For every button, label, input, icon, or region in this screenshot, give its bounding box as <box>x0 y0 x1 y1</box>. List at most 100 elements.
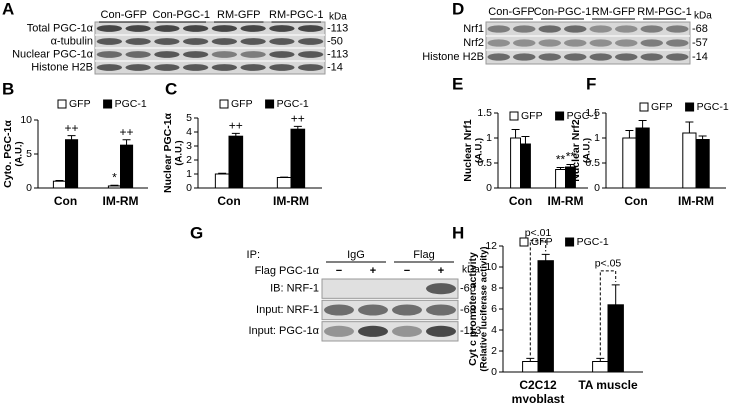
y-axis-label: Nuclear PGC-1α <box>162 112 174 193</box>
legend-label: GFP <box>69 98 91 110</box>
y-tick-label: 1 <box>486 132 492 144</box>
bar <box>682 132 697 189</box>
band <box>513 25 536 33</box>
band <box>182 51 209 58</box>
band <box>640 25 663 33</box>
band <box>589 53 612 61</box>
band <box>182 25 209 32</box>
panel-letter: A <box>2 0 14 18</box>
error-bar <box>566 164 575 167</box>
lane-group-label: RM-PGC-1 <box>269 9 323 21</box>
y-tick-label: 0.5 <box>585 157 600 169</box>
legend-label: GFP <box>531 236 553 248</box>
y-axis-label-sub: (A.U.) <box>582 138 593 163</box>
comparison-label: p<.05 <box>595 258 622 270</box>
blot-row-label: IB: NRF-1 <box>270 283 319 295</box>
x-tick-label-box: C2C12 myoblast <box>512 378 565 403</box>
band <box>426 304 456 316</box>
band <box>154 38 180 45</box>
lane-group-label: Con-PGC-1 <box>153 9 210 21</box>
band <box>487 25 510 33</box>
significance: ++ <box>65 121 79 135</box>
treatment-sign: − <box>404 265 410 277</box>
x-tick-label: IM-RM <box>678 194 714 208</box>
band <box>487 53 510 61</box>
bar <box>228 135 244 189</box>
error-bar <box>556 167 565 170</box>
size-marker: -113 <box>327 48 348 60</box>
lane-group-label: IgG <box>347 249 365 261</box>
y-axis-label-sub: (A.U.) <box>174 140 185 165</box>
bar <box>65 139 79 189</box>
y-tick-label: 0 <box>594 182 600 194</box>
error-bar <box>218 172 227 174</box>
panel-letter: F <box>586 74 596 93</box>
comparison-bracket <box>529 239 547 356</box>
y-tick-label: 0 <box>26 182 32 194</box>
band <box>125 25 151 32</box>
lane-group-label: Con-GFP <box>488 6 534 18</box>
error-bar <box>596 357 605 362</box>
size-marker: -68 <box>692 23 708 35</box>
lane-group-label: RM-GFP <box>592 6 635 18</box>
band <box>240 38 266 45</box>
band <box>211 25 238 32</box>
band <box>125 38 151 45</box>
bar <box>107 185 122 189</box>
significance: ** <box>566 150 576 164</box>
error-bar <box>541 253 550 261</box>
panel-letter: D <box>452 0 464 18</box>
blot-row-label: Nrf2 <box>463 37 484 49</box>
y-axis-label-sub: (A.U.) <box>474 138 485 163</box>
blot <box>321 299 459 321</box>
y-tick-label: 1.5 <box>477 107 492 119</box>
band <box>182 38 209 45</box>
band <box>269 25 295 32</box>
band <box>589 25 612 33</box>
x-tick-label-box: Con <box>509 194 532 208</box>
significance: * <box>112 170 117 184</box>
error-bar <box>231 132 240 137</box>
legend-swatch <box>565 237 575 247</box>
band <box>154 64 180 71</box>
band <box>240 64 266 71</box>
size-marker: -14 <box>327 61 343 73</box>
y-tick-label: 8 <box>491 282 497 294</box>
legend-swatch <box>103 99 113 109</box>
error-bar <box>511 129 520 138</box>
legend-label: PGC-1 <box>577 236 609 248</box>
band <box>96 25 123 32</box>
band <box>564 39 587 47</box>
x-tick-label-box: IM-RM <box>678 194 714 208</box>
band <box>640 53 663 61</box>
error-bar <box>611 284 620 305</box>
band <box>513 39 536 47</box>
y-tick-label: 0 <box>186 182 192 194</box>
panel-letter: C <box>165 79 177 98</box>
y-tick-label: 0 <box>491 366 497 378</box>
legend-label: PGC-1 <box>567 110 599 122</box>
band <box>240 25 266 32</box>
blot <box>321 278 459 299</box>
x-tick-label-box: Con <box>624 194 647 208</box>
x-tick-label-box: IM-RM <box>548 194 584 208</box>
significance: ** <box>556 153 566 167</box>
blot-row-label: Total PGC-1α <box>27 22 94 34</box>
error-bar <box>521 136 530 144</box>
bar <box>522 361 539 373</box>
x-tick-label: Con <box>217 194 241 208</box>
blot <box>321 321 459 342</box>
band <box>538 53 561 61</box>
bar <box>290 128 306 189</box>
band <box>297 38 324 45</box>
error-bar <box>67 135 76 140</box>
significance: ++ <box>229 119 243 133</box>
bar <box>214 173 230 189</box>
bar <box>607 304 624 373</box>
y-tick-label: 6 <box>491 303 497 315</box>
band <box>269 51 295 58</box>
band <box>96 64 123 71</box>
bar <box>555 169 566 189</box>
legend-label: PGC-1 <box>697 101 729 113</box>
legend-label: GFP <box>521 110 543 122</box>
